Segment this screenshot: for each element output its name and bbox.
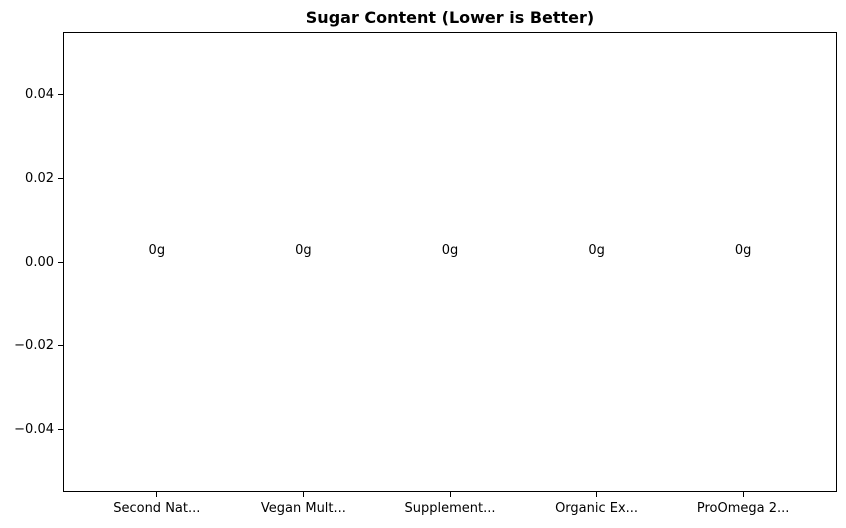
x-axis-tick <box>449 492 451 497</box>
bar-value-label: 0g <box>734 243 752 258</box>
x-axis-tick-label: ProOmega 2... <box>696 501 790 516</box>
bar-value-label: 0g <box>441 243 459 258</box>
bar-value-label: 0g <box>148 243 166 258</box>
y-axis-tick-label: 0.04 <box>25 87 54 103</box>
y-axis-tick <box>58 345 63 347</box>
y-axis-tick-label: 0.00 <box>25 254 54 270</box>
plot-area <box>63 32 837 492</box>
bar-value-label: 0g <box>588 243 605 258</box>
y-axis-tick <box>58 428 63 430</box>
y-axis-tick <box>58 177 63 179</box>
x-axis-tick-label: Second Nat... <box>113 501 201 516</box>
x-axis-tick-label: Organic Ex... <box>555 501 639 516</box>
y-axis-tick <box>58 94 63 96</box>
y-axis-tick-label: −0.04 <box>14 421 54 437</box>
bar-value-label: 0g <box>295 243 312 258</box>
x-axis-tick <box>742 492 744 497</box>
x-axis-tick <box>302 492 304 497</box>
y-axis-tick-label: −0.02 <box>14 338 54 354</box>
x-axis-tick-label: Vegan Mult... <box>260 501 346 516</box>
y-axis-tick <box>58 261 63 263</box>
x-axis-tick <box>156 492 158 497</box>
y-axis-tick-label: 0.02 <box>25 170 54 186</box>
x-axis-tick <box>596 492 598 497</box>
chart-title: Sugar Content (Lower is Better) <box>305 8 595 27</box>
x-axis-tick-label: Supplement... <box>404 501 496 516</box>
